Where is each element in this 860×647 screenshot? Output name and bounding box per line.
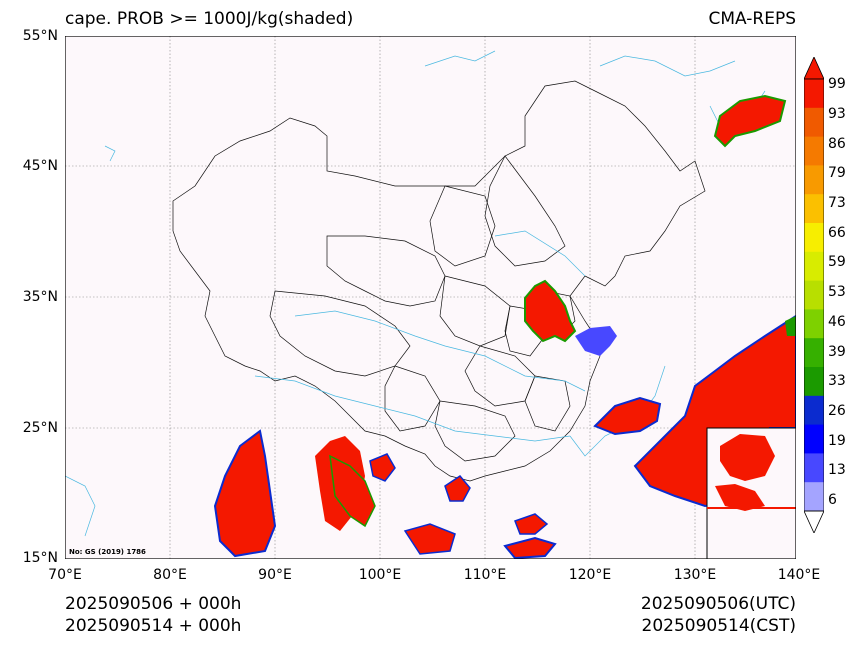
colorbar-label: 39 xyxy=(828,344,846,360)
lon-label-90: 90°E xyxy=(258,567,292,583)
colorbar-label: 26 xyxy=(828,403,846,419)
colorbar-label: 86 xyxy=(828,136,846,152)
country-boundaries xyxy=(172,80,706,482)
colorbar-label: 73 xyxy=(828,195,846,211)
valid-time-utc: 2025090506(UTC) xyxy=(640,594,796,614)
valid-time-cst: 2025090514(CST) xyxy=(641,616,796,636)
colorbar-label: 59 xyxy=(828,254,846,270)
south-china-sea-inset xyxy=(706,427,796,559)
map-panel xyxy=(65,36,796,559)
lat-label-55: 55°N xyxy=(22,28,58,44)
colorbar-segment xyxy=(804,251,824,282)
colorbar-segment xyxy=(804,395,824,426)
lon-label-130: 130°E xyxy=(673,567,717,583)
colorbar-segments xyxy=(804,57,824,533)
colorbar-extend-min xyxy=(804,510,824,533)
colorbar-extend-max xyxy=(804,57,824,80)
map-title: cape. PROB >= 1000J/kg(shaded) xyxy=(65,9,354,29)
colorbar-label: 66 xyxy=(828,225,846,241)
init-time-cst: 2025090514 + 000h xyxy=(65,616,242,636)
colorbar-label: 79 xyxy=(828,165,846,181)
colorbar-label: 6 xyxy=(828,492,837,508)
colorbar-label: 33 xyxy=(828,373,846,389)
lat-label-25: 25°N xyxy=(22,420,58,436)
lat-label-35: 35°N xyxy=(22,289,58,305)
colorbar-label: 53 xyxy=(828,284,846,300)
model-name: CMA-REPS xyxy=(708,9,796,29)
colorbar-segment xyxy=(804,165,824,195)
lat-label-45: 45°N xyxy=(22,158,58,174)
colorbar-label: 46 xyxy=(828,314,846,330)
colorbar-segment xyxy=(804,338,824,368)
colorbar-frame xyxy=(804,78,824,512)
map-review-number: No: GS (2019) 1786 xyxy=(69,548,146,556)
colorbar-segment xyxy=(804,136,824,166)
init-time-utc: 2025090506 + 000h xyxy=(65,594,242,614)
lon-label-140: 140°E xyxy=(777,567,821,583)
lon-label-120: 120°E xyxy=(568,567,612,583)
map-canvas xyxy=(65,36,796,559)
colorbar xyxy=(804,57,824,533)
colorbar-segment xyxy=(804,309,824,339)
colorbar-label: 13 xyxy=(828,462,846,478)
colorbar-segment xyxy=(804,453,824,483)
lon-label-110: 110°E xyxy=(463,567,507,583)
colorbar-segment xyxy=(804,424,824,454)
lat-label-15: 15°N xyxy=(22,550,58,566)
colorbar-segment xyxy=(804,79,824,109)
colorbar-label: 93 xyxy=(828,106,846,122)
colorbar-label: 19 xyxy=(828,433,846,449)
colorbar-label: 99 xyxy=(828,76,846,92)
lon-label-80: 80°E xyxy=(153,567,187,583)
colorbar-segment xyxy=(804,482,824,512)
lon-label-70: 70°E xyxy=(48,567,82,583)
colorbar-segment xyxy=(804,223,824,253)
colorbar-segment xyxy=(804,194,824,224)
colorbar-segment xyxy=(804,280,824,310)
colorbar-segment xyxy=(804,367,824,397)
colorbar-segment xyxy=(804,107,824,138)
lon-label-100: 100°E xyxy=(358,567,402,583)
